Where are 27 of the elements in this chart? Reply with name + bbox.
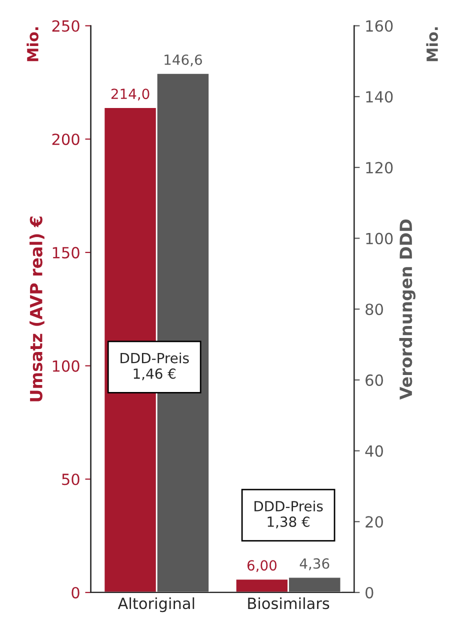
data-label: 4,36 bbox=[300, 558, 330, 570]
y-axis-title: Umsatz (AVP real) € bbox=[30, 216, 44, 402]
y-tick-label: 0 bbox=[72, 586, 80, 598]
y-tick-label: 100 bbox=[52, 360, 80, 372]
y-tick-label: 50 bbox=[62, 474, 80, 486]
y2-axis-title: Verordnungen DDD bbox=[399, 219, 416, 400]
y2-tick-label: 100 bbox=[366, 232, 393, 244]
y2-tick-label: 0 bbox=[366, 586, 374, 598]
y2-tick-label: 120 bbox=[366, 162, 393, 174]
y2-tick-label: 40 bbox=[365, 445, 383, 457]
text: Mio. bbox=[426, 27, 438, 62]
data-label: 6,00 bbox=[247, 560, 276, 572]
data-label: 214,0 bbox=[111, 88, 150, 101]
y-tick-label: 150 bbox=[52, 246, 80, 258]
y2-tick-label: 160 bbox=[366, 20, 393, 32]
y2-tick-label: 20 bbox=[366, 516, 383, 528]
y-tick-label: 200 bbox=[52, 134, 80, 146]
x-tick-label: Altoriginal bbox=[118, 597, 194, 612]
y2-tick-label: 80 bbox=[366, 304, 383, 316]
y2-tick-label: 60 bbox=[366, 374, 383, 386]
annotation: DDD-Preis 1,38 € bbox=[254, 500, 323, 528]
x-tick-label: Biosimilars bbox=[248, 597, 330, 610]
y2-tick-label: 140 bbox=[366, 91, 393, 103]
text: Mio. bbox=[26, 27, 38, 62]
data-label: 146,6 bbox=[164, 54, 202, 66]
y-tick-label: 250 bbox=[52, 20, 80, 32]
annotation: DDD-Preis 1,46 € bbox=[120, 352, 189, 380]
